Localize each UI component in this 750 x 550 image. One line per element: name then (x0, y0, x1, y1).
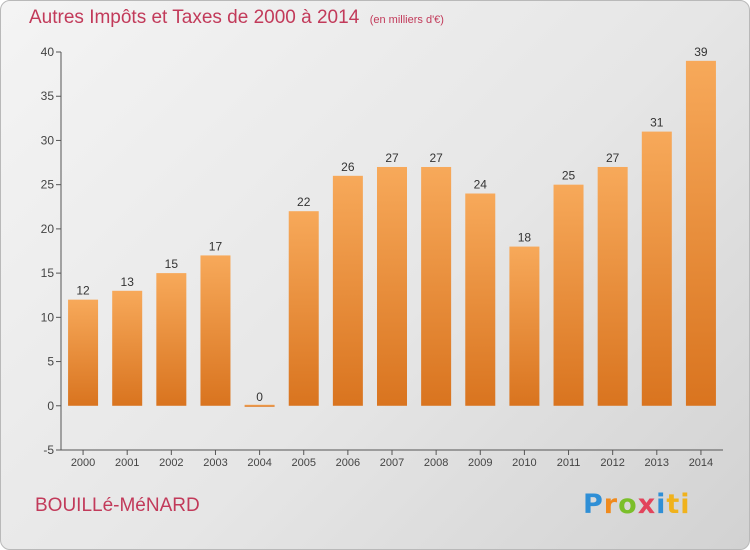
x-tick-label: 2004 (247, 457, 271, 469)
x-axis: 2000 2001 2002 2003 2004 2005 2006 2007 2008 2009… (61, 449, 723, 469)
logo-letter: ti (666, 489, 691, 520)
bar (465, 193, 496, 406)
bar (421, 166, 452, 406)
bar (377, 166, 407, 406)
x-tick-label: 2005 (291, 457, 315, 469)
x-tick-label: 2000 (71, 457, 95, 469)
bars (68, 60, 716, 407)
bar (332, 175, 363, 406)
logo-letter: x (637, 489, 657, 520)
data-label: 13 (121, 275, 135, 289)
data-labels: 12 13 15 17 0 22 26 27 27 24 18 25 27 31 39 (76, 45, 708, 404)
title-text: Autres Impôts et Taxes de 2000 à 2014 (29, 7, 360, 28)
y-tick-label: 5 (47, 355, 54, 369)
data-label: 22 (297, 195, 311, 209)
proxiti-logo: Proxiti (583, 489, 691, 520)
bar (685, 60, 716, 406)
data-label: 27 (429, 151, 443, 165)
data-label: 15 (165, 257, 179, 271)
data-label: 39 (694, 45, 708, 59)
commune-name: BOUILLé-MéNARD (35, 495, 200, 516)
y-tick-label: 30 (41, 133, 55, 147)
logo-letter: o (618, 489, 638, 520)
logo-letter: P (583, 489, 604, 520)
bar (288, 211, 319, 406)
bar (244, 404, 275, 407)
logo-letter: i (656, 489, 667, 520)
x-tick-label: 2006 (336, 457, 360, 469)
bar (200, 255, 231, 406)
data-label: 31 (650, 116, 664, 130)
bar (156, 273, 187, 406)
x-tick-label: 2003 (203, 457, 227, 469)
y-tick-label: 40 (41, 45, 55, 59)
y-tick-label: 10 (41, 310, 55, 324)
x-tick-label: 2014 (689, 457, 713, 469)
x-tick-label: 2001 (115, 457, 139, 469)
bar (68, 299, 99, 406)
bar (112, 290, 143, 406)
bar (641, 131, 672, 406)
x-tick-label: 2009 (468, 457, 492, 469)
x-tick-label: 2002 (159, 457, 183, 469)
x-tick-label: 2013 (645, 457, 669, 469)
data-label: 18 (518, 231, 532, 245)
y-tick-label: -5 (43, 443, 54, 457)
bar (509, 246, 540, 406)
y-tick-label: 0 (47, 399, 54, 413)
data-label: 24 (474, 178, 488, 192)
bar (553, 184, 584, 406)
data-label: 12 (76, 284, 90, 298)
data-label: 17 (209, 239, 223, 253)
y-tick-label: 25 (41, 178, 55, 192)
data-label: 27 (385, 151, 399, 165)
chart-title: Autres Impôts et Taxes de 2000 à 2014 (e… (29, 7, 444, 29)
data-label: 26 (341, 160, 355, 174)
x-tick-label: 2007 (380, 457, 404, 469)
bar (597, 166, 628, 406)
x-tick-label: 2008 (424, 457, 448, 469)
y-axis: -5 0 5 10 15 20 25 30 35 40 (41, 45, 62, 457)
x-tick-label: 2010 (512, 457, 536, 469)
y-tick-label: 35 (41, 89, 55, 103)
y-tick-label: 15 (41, 266, 55, 280)
x-tick-label: 2011 (557, 457, 581, 469)
data-label: 25 (562, 169, 576, 183)
logo-letter: r (603, 489, 619, 520)
x-tick-label: 2012 (600, 457, 624, 469)
data-label: 0 (256, 390, 263, 404)
y-tick-label: 20 (41, 222, 55, 236)
data-label: 27 (606, 151, 620, 165)
unit-note: (en milliers d'€) (369, 14, 444, 26)
